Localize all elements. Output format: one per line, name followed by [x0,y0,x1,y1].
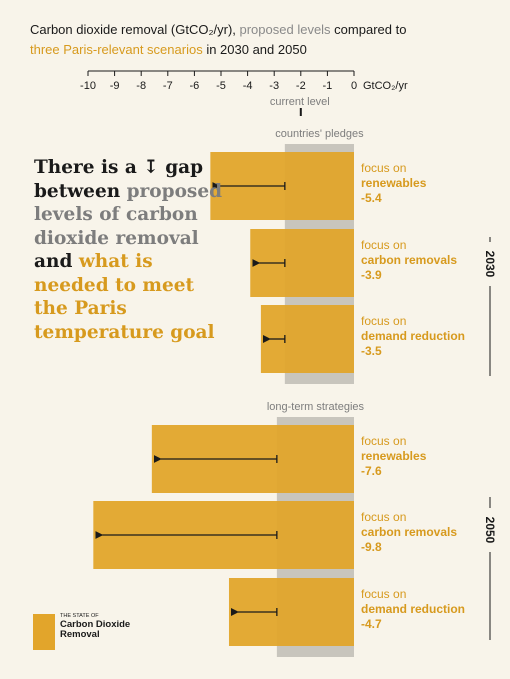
x-tick-label: -5 [216,80,226,92]
bar-value-label: -3.9 [361,268,382,282]
title-part-1: Carbon dioxide removal (GtCO₂/yr), [30,22,240,37]
reference-label: long-term strategies [267,401,365,413]
x-tick-label: -2 [296,80,306,92]
bar-label-line-2: demand reduction [361,602,465,616]
year-label-bg [480,242,500,286]
bar-value-label: -3.5 [361,344,382,358]
bar-label-line-2: renewables [361,176,427,190]
bar-label-line-2: renewables [361,449,427,463]
headline: There is a ↧ gap between proposed levels… [34,156,224,344]
x-tick-label: -7 [163,80,173,92]
bar-value-label: -7.6 [361,464,382,478]
chart-title: Carbon dioxide removal (GtCO₂/yr), propo… [30,20,490,60]
current-level-label: current level [270,96,330,108]
bar-label-line-2: carbon removals [361,253,457,267]
bar-label-line-1: focus on [361,510,406,524]
headline-part-2: gap between [34,157,204,202]
x-tick-label: -1 [323,80,333,92]
bar-label-line-1: focus on [361,587,406,601]
year-label: 2050 [483,517,497,544]
x-tick-label: -3 [269,80,279,92]
title-part-4: three Paris-relevant scenarios [30,42,203,57]
logo: THE STATE OF Carbon Dioxide Removal [33,612,153,652]
x-axis-unit: GtCO₂/yr [363,80,408,92]
title-part-5: in 2030 and 2050 [202,42,307,57]
x-tick-label: 0 [351,80,357,92]
x-tick-label: -9 [110,80,120,92]
bar-label-line-2: demand reduction [361,329,465,343]
title-part-2: proposed levels [239,22,331,37]
logo-line-2: Carbon Dioxide Removal [60,619,131,640]
headline-part-3: proposed levels of carbon dioxide remova… [34,180,223,249]
x-tick-label: -4 [243,80,253,92]
x-tick-label: -6 [190,80,200,92]
headline-arrow-icon: ↧ [143,157,159,178]
headline-part-5: what is needed to meet the Paris tempera… [34,251,215,343]
headline-part-1: There is a [34,157,144,178]
headline-part-4: and [34,251,79,272]
current-level-tick [299,108,302,116]
x-tick-label: -8 [136,80,146,92]
year-label: 2030 [483,251,497,278]
bar-label-line-1: focus on [361,434,406,448]
logo-box-icon [33,614,55,650]
bar-label-line-2: carbon removals [361,525,457,539]
bar-label-line-1: focus on [361,238,406,252]
bar-label-line-1: focus on [361,314,406,328]
year-label-bg [480,508,500,552]
x-tick-label: -10 [80,80,96,92]
reference-label: countries' pledges [275,128,364,140]
logo-line-1: THE STATE OF [60,613,99,619]
title-part-3: compared to [330,22,407,37]
bar-label-line-1: focus on [361,161,406,175]
bar-value-label: -4.7 [361,617,382,631]
bar-value-label: -9.8 [361,540,382,554]
bar-value-label: -5.4 [361,191,382,205]
